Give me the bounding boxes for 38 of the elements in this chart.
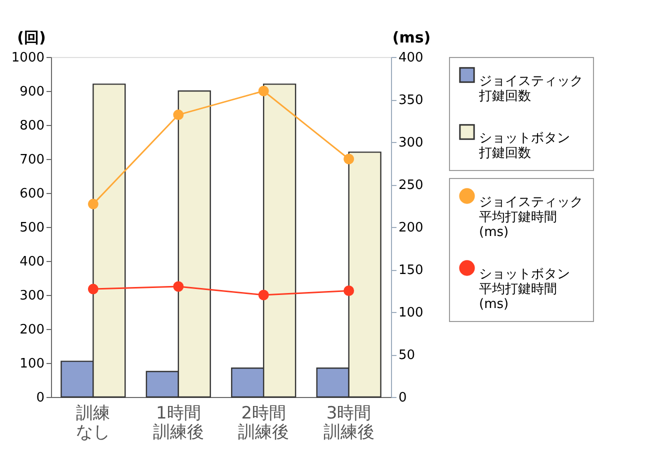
y-tick-label: 200 — [20, 322, 44, 338]
y2-tick-label: 400 — [398, 50, 424, 66]
y2-tick-label: 350 — [398, 93, 424, 108]
point — [173, 110, 184, 120]
legend-label: ジョイスティック平均打鍵時間(ms) — [479, 195, 583, 240]
point — [88, 198, 98, 210]
y-tick-label: 500 — [20, 220, 44, 236]
point — [88, 284, 98, 294]
x-tick-label: 訓練なし — [76, 404, 110, 442]
x-tick-label: 3時間訓練後 — [323, 404, 374, 442]
point — [344, 286, 354, 296]
point — [173, 281, 184, 292]
x-tick-label: 1時間訓練後 — [152, 404, 204, 442]
legend-label: ショットボタン平均打鍵時間(ms) — [479, 267, 570, 312]
y2-tick-label: 50 — [398, 348, 416, 363]
legend-label: ショットボタン打鍵回数 — [478, 131, 570, 161]
y-tick-label: 400 — [20, 254, 44, 270]
y2-tick-label: 0 — [398, 390, 407, 406]
point — [258, 86, 269, 96]
y2-tick-label: 150 — [398, 263, 424, 278]
legend-label: ジョイスティック打鍵回数 — [478, 74, 583, 104]
y-tick-label: 800 — [20, 118, 44, 134]
y-tick-label: 700 — [20, 152, 44, 168]
point — [258, 290, 269, 300]
y-tick-label: 100 — [20, 356, 44, 372]
y-axis-title: (回) — [17, 28, 46, 46]
y2-axis-title: (ms) — [392, 28, 431, 46]
y-tick-label: 1000 — [11, 50, 44, 66]
point — [344, 154, 354, 164]
y-tick-label: 0 — [36, 390, 44, 406]
y2-tick-label: 300 — [398, 136, 424, 150]
y-tick-label: 300 — [20, 288, 44, 304]
y2-tick-label: 200 — [398, 220, 424, 236]
y-tick-label: 900 — [20, 84, 44, 100]
y2-tick-label: 250 — [398, 178, 424, 193]
x-tick-label: 2時間訓練後 — [238, 404, 290, 442]
y-tick-label: 600 — [20, 186, 44, 202]
y2-tick-label: 100 — [398, 306, 424, 320]
